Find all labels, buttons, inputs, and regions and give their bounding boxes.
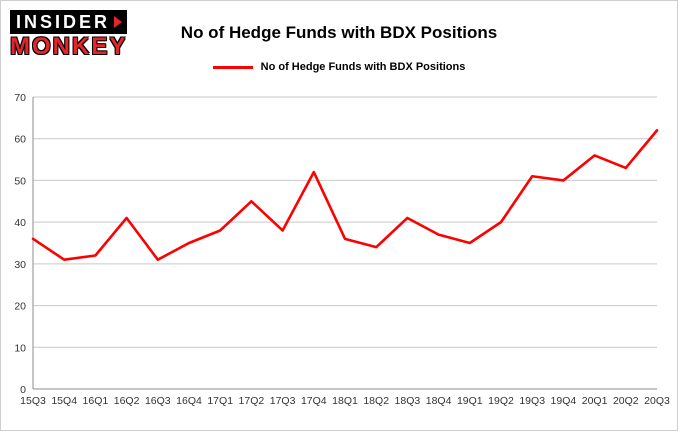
y-tick-label: 70 <box>14 92 26 104</box>
x-tick-label: 16Q1 <box>83 395 109 407</box>
x-tick-label: 18Q3 <box>395 395 421 407</box>
x-tick-label: 16Q3 <box>145 395 171 407</box>
chart-plot-area: 0 10 20 30 40 50 60 70 15Q3 15Q4 16Q1 16Q2 16Q3 16Q4 1… <box>1 83 677 428</box>
logo-insider-text: INSIDER <box>16 12 111 32</box>
x-tick-label: 19Q4 <box>551 395 577 407</box>
logo-insider-box: INSIDER <box>10 10 128 34</box>
x-tick-label: 18Q4 <box>426 395 452 407</box>
x-tick-label: 20Q1 <box>582 395 608 407</box>
x-tick-label: 18Q1 <box>332 395 358 407</box>
legend-line-swatch <box>212 65 253 69</box>
x-tick-label: 17Q2 <box>239 395 265 407</box>
y-tick-label: 10 <box>14 342 26 354</box>
x-tick-label: 19Q1 <box>457 395 483 407</box>
x-tick-label: 19Q2 <box>488 395 514 407</box>
x-tick-label: 19Q3 <box>519 395 545 407</box>
x-tick-label: 15Q3 <box>20 395 46 407</box>
y-tick-label: 30 <box>14 259 26 271</box>
x-tick-label: 15Q4 <box>51 395 77 407</box>
y-tick-label: 0 <box>20 384 26 396</box>
x-tick-label: 16Q2 <box>114 395 140 407</box>
x-tick-label: 17Q4 <box>301 395 327 407</box>
x-tick-label: 17Q3 <box>270 395 296 407</box>
legend: No of Hedge Funds with BDX Positions <box>1 61 677 73</box>
chart-canvas: 0 10 20 30 40 50 60 70 15Q3 15Q4 16Q1 16Q2 16Q3 16Q4 1… <box>14 92 670 407</box>
y-tick-label: 20 <box>14 301 26 313</box>
x-tick-label: 18Q2 <box>363 395 389 407</box>
insider-monkey-logo: INSIDER MONKEY <box>10 10 142 59</box>
x-tick-label: 17Q1 <box>207 395 233 407</box>
y-tick-label: 40 <box>14 217 26 229</box>
x-tick-label: 20Q3 <box>644 395 670 407</box>
series-line <box>31 129 659 261</box>
logo-monkey-text: MONKEY <box>10 33 128 60</box>
logo-flag-icon <box>114 16 123 28</box>
y-tick-label: 50 <box>14 175 26 187</box>
x-tick-label: 20Q2 <box>613 395 639 407</box>
chart-title: No of Hedge Funds with BDX Positions <box>180 23 498 42</box>
y-tick-label: 60 <box>14 134 26 146</box>
legend-label: No of Hedge Funds with BDX Positions <box>260 61 466 73</box>
x-tick-label: 16Q4 <box>176 395 202 407</box>
